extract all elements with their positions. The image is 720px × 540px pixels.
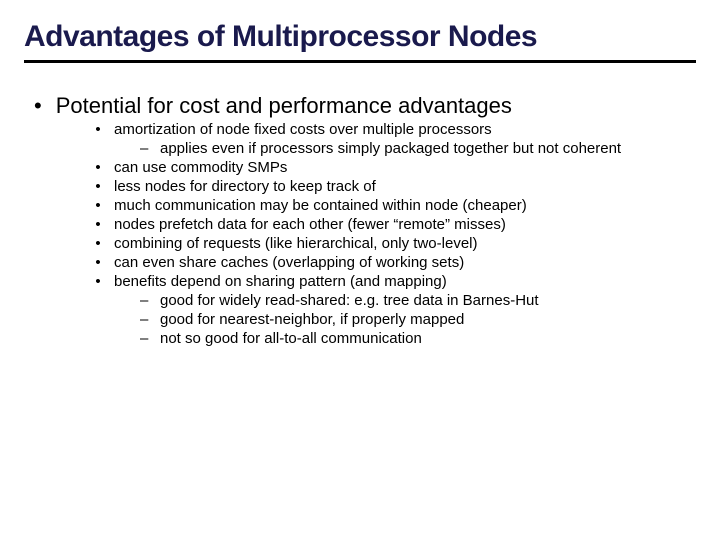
sub-bullet-list: • amortization of node fixed costs over m…	[94, 121, 696, 347]
subsub-text: good for widely read-shared: e.g. tree d…	[160, 292, 539, 309]
subsub-text: not so good for all-to-all communication	[160, 330, 422, 347]
main-bullet-marker: •	[34, 95, 42, 117]
sub-bullet-text: less nodes for directory to keep track o…	[114, 178, 376, 195]
sub-bullet-text: benefits depend on sharing pattern (and …	[114, 273, 447, 290]
sub-bullet-marker: •	[94, 178, 102, 195]
sub-bullet-text: can even share caches (overlapping of wo…	[114, 254, 464, 271]
sub-bullet-marker: •	[94, 273, 102, 290]
sub-bullet-marker: •	[94, 197, 102, 214]
sub-bullet: • less nodes for directory to keep track …	[94, 178, 696, 195]
sub-bullet-text: nodes prefetch data for each other (fewe…	[114, 216, 506, 233]
sub-bullet: • can use commodity SMPs	[94, 159, 696, 176]
sub-bullet-text: much communication may be contained with…	[114, 197, 527, 214]
subsub-list: –applies even if processors simply packa…	[140, 140, 696, 157]
sub-bullet: • amortization of node fixed costs over m…	[94, 121, 696, 138]
sub-bullet-marker: •	[94, 121, 102, 138]
subsub-marker: –	[140, 140, 150, 157]
subsub-bullet: –not so good for all-to-all communicatio…	[140, 330, 696, 347]
sub-bullet: • benefits depend on sharing pattern (and…	[94, 273, 696, 290]
sub-bullet-marker: •	[94, 235, 102, 252]
subsub-text: applies even if processors simply packag…	[160, 140, 621, 157]
slide-title: Advantages of Multiprocessor Nodes	[24, 20, 696, 54]
sub-bullet: • nodes prefetch data for each other (few…	[94, 216, 696, 233]
sub-bullet-text: amortization of node fixed costs over mu…	[114, 121, 492, 138]
sub-bullet-text: can use commodity SMPs	[114, 159, 287, 176]
sub-bullet: • much communication may be contained wit…	[94, 197, 696, 214]
subsub-bullet: –good for nearest-neighbor, if properly …	[140, 311, 696, 328]
sub-bullet: • can even share caches (overlapping of w…	[94, 254, 696, 271]
sub-bullet-text: combining of requests (like hierarchical…	[114, 235, 478, 252]
sub-bullet: • combining of requests (like hierarchica…	[94, 235, 696, 252]
main-bullet-text: Potential for cost and performance advan…	[56, 93, 512, 119]
sub-bullet-marker: •	[94, 159, 102, 176]
subsub-text: good for nearest-neighbor, if properly m…	[160, 311, 464, 328]
subsub-marker: –	[140, 292, 150, 309]
sub-bullet-marker: •	[94, 254, 102, 271]
subsub-list: –good for widely read-shared: e.g. tree …	[140, 292, 696, 347]
sub-bullet-marker: •	[94, 216, 102, 233]
main-bullet: • Potential for cost and performance adv…	[34, 93, 696, 347]
title-underline	[24, 60, 696, 63]
subsub-bullet: –applies even if processors simply packa…	[140, 140, 696, 157]
subsub-marker: –	[140, 311, 150, 328]
subsub-marker: –	[140, 330, 150, 347]
subsub-bullet: –good for widely read-shared: e.g. tree …	[140, 292, 696, 309]
